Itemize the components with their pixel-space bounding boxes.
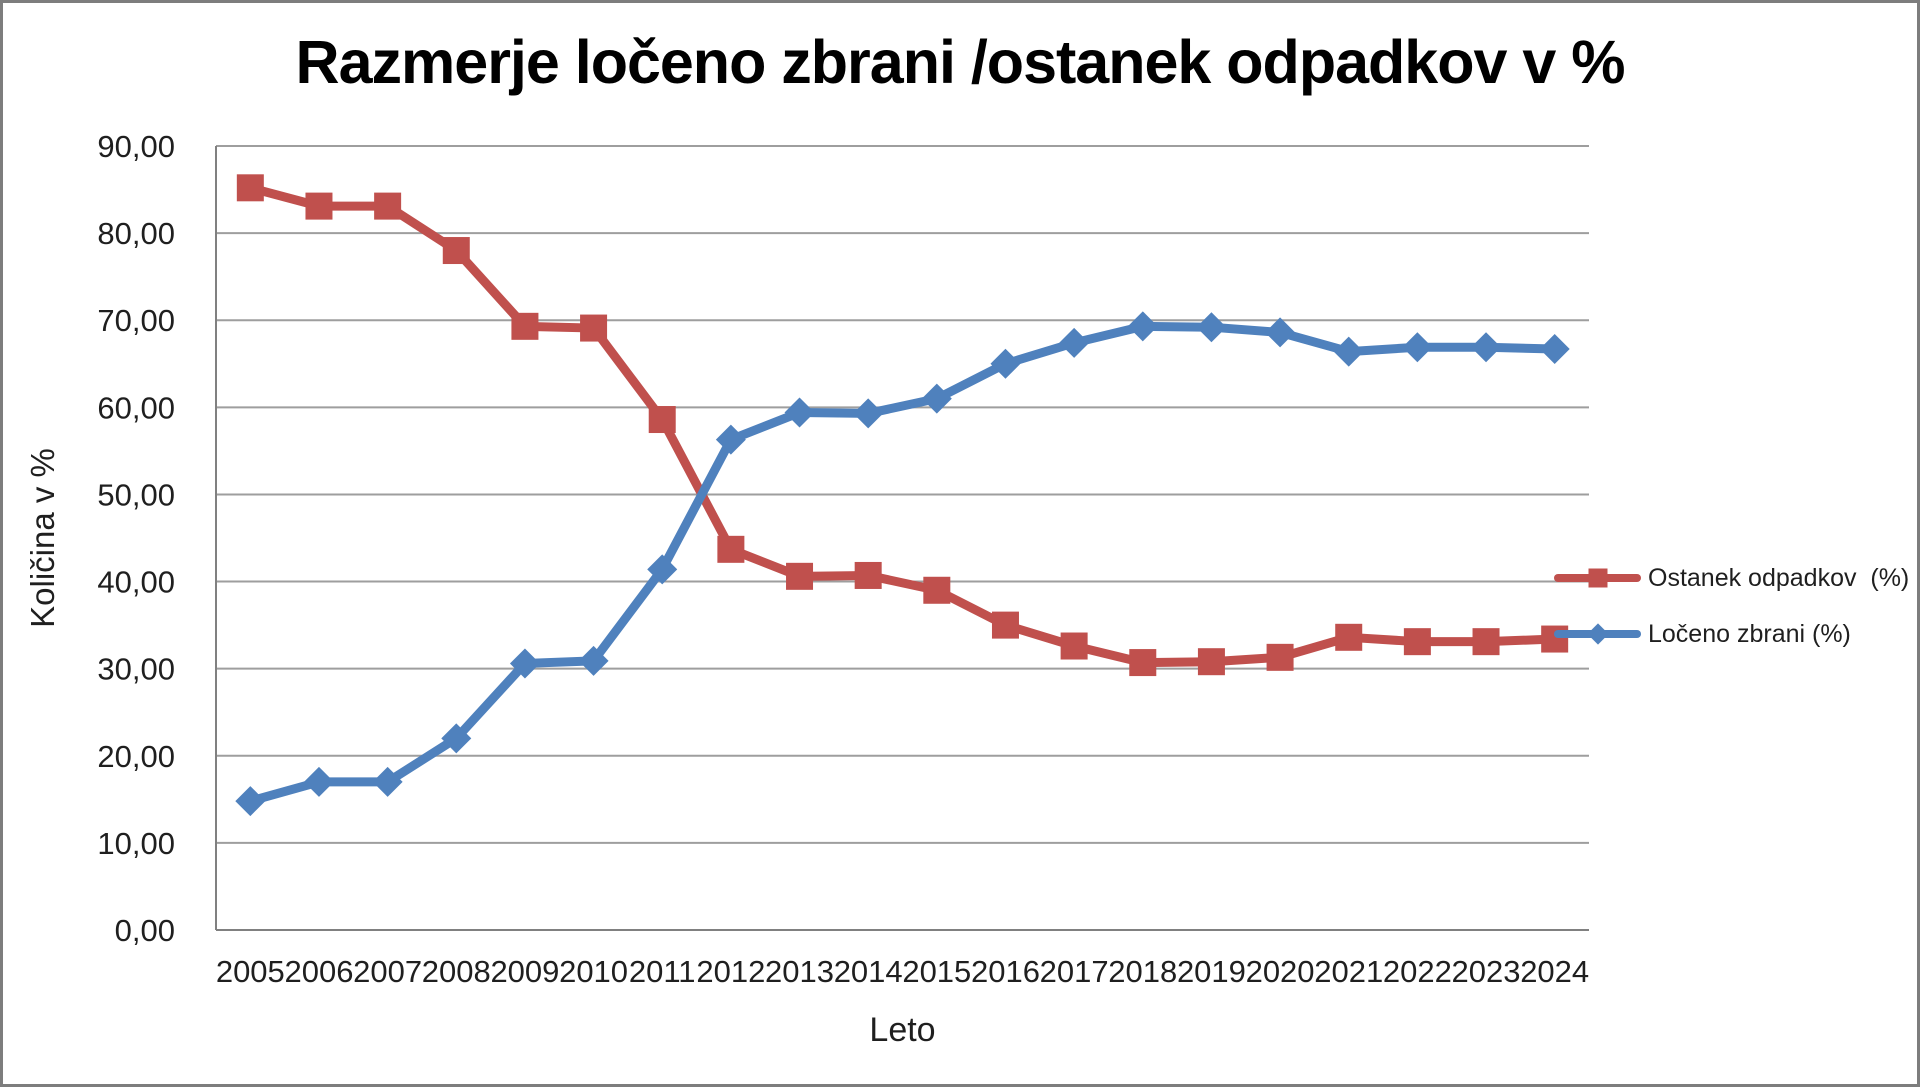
x-tick-label: 2023: [1452, 954, 1521, 989]
x-tick-label: 2009: [490, 954, 559, 989]
x-tick-label: 2016: [971, 954, 1040, 989]
data-point-marker: [1060, 632, 1088, 660]
diamond-marker-icon: [1586, 623, 1609, 645]
x-tick-label: 2012: [696, 954, 765, 989]
data-point-marker: [305, 192, 333, 220]
y-tick-label: 90,00: [97, 129, 175, 164]
data-point-marker: [990, 348, 1021, 379]
y-tick-label: 70,00: [97, 303, 175, 338]
y-tick-label: 30,00: [97, 652, 175, 687]
data-point-marker: [1333, 336, 1364, 367]
data-point-marker: [853, 398, 884, 429]
x-axis-title: Leto: [869, 1011, 936, 1049]
data-point-marker: [648, 406, 676, 434]
x-tick-label: 2007: [353, 954, 422, 989]
x-tick-label: 2019: [1177, 954, 1246, 989]
x-tick-label: 2013: [765, 954, 834, 989]
data-point-marker: [303, 766, 334, 797]
x-tick-label: 2017: [1040, 954, 1109, 989]
data-point-marker: [784, 397, 815, 428]
x-tick-label: 2024: [1520, 954, 1589, 989]
legend-label: Ostanek odpadkov (%): [1648, 563, 1910, 592]
data-point-marker: [1127, 311, 1158, 342]
data-point-marker: [1196, 312, 1227, 343]
x-tick-label: 2021: [1314, 954, 1383, 989]
data-point-marker: [1129, 649, 1157, 677]
data-point-marker: [1539, 333, 1570, 364]
x-tick-label: 2020: [1246, 954, 1315, 989]
x-tick-label: 2008: [422, 954, 491, 989]
y-tick-label: 50,00: [97, 477, 175, 512]
y-tick-label: 0,00: [115, 913, 175, 948]
data-point-marker: [921, 383, 952, 414]
x-tick-label: 2015: [902, 954, 971, 989]
data-point-marker: [442, 237, 470, 265]
data-point-marker: [511, 312, 539, 340]
legend-label: Ločeno zbrani (%): [1648, 619, 1851, 648]
x-tick-label: 2018: [1108, 954, 1177, 989]
red-square-series-icon: [1554, 562, 1641, 594]
data-point-marker: [923, 576, 951, 604]
data-point-marker: [1402, 332, 1433, 363]
data-point-marker: [236, 174, 264, 202]
y-tick-label: 40,00: [97, 565, 175, 600]
data-point-marker: [578, 645, 609, 676]
data-point-marker: [374, 192, 402, 220]
x-tick-label: 2005: [216, 954, 285, 989]
x-tick-label: 2022: [1383, 954, 1452, 989]
plot-area: 0,00 10,00 20,00 30,00 40,00 50,00 60,00 70,00 8…: [97, 129, 1589, 989]
data-point-marker: [717, 535, 745, 563]
y-tick-label: 10,00: [97, 826, 175, 861]
data-point-marker: [786, 562, 814, 590]
data-point-marker: [1197, 648, 1225, 676]
y-axis-title: Količina v %: [24, 448, 61, 628]
data-point-marker: [1403, 628, 1431, 656]
data-point-marker: [1266, 643, 1294, 671]
data-point-marker: [580, 314, 608, 342]
data-point-marker: [991, 611, 1019, 639]
data-point-marker: [509, 648, 540, 679]
data-point-marker: [372, 766, 403, 797]
legend-item-loceno-zbrani: Ločeno zbrani (%): [1554, 618, 1851, 650]
x-tick-label: 2006: [284, 954, 353, 989]
x-tick-label: 2014: [834, 954, 903, 989]
y-tick-label: 80,00: [97, 216, 175, 251]
x-tick-label: 2010: [559, 954, 628, 989]
blue-diamond-series-icon: [1554, 618, 1641, 650]
series-line: [245, 321, 1560, 806]
data-point-marker: [715, 424, 746, 455]
data-point-marker: [235, 786, 266, 817]
data-point-marker: [1471, 332, 1502, 363]
x-tick-label: 2011: [629, 954, 696, 989]
square-marker-icon: [1588, 568, 1607, 588]
data-point-marker: [1265, 317, 1296, 348]
data-point-marker: [1059, 327, 1090, 358]
y-tick-label: 20,00: [97, 739, 175, 774]
y-tick-label: 60,00: [97, 390, 175, 425]
data-point-marker: [1472, 628, 1500, 656]
data-point-marker: [1335, 623, 1363, 651]
data-point-marker: [647, 554, 678, 585]
chart-title: Razmerje ločeno zbrani /ostanek odpadkov…: [295, 28, 1626, 96]
data-point-marker: [854, 561, 882, 589]
data-point-marker: [441, 723, 472, 754]
legend-item-ostanek-odpadkov: Ostanek odpadkov (%): [1554, 562, 1909, 594]
